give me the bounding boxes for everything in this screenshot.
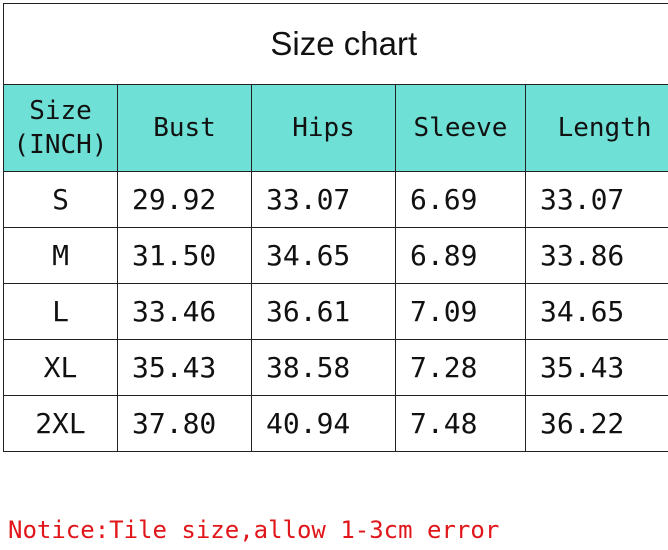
value-cell: 36.22 <box>524 395 668 452</box>
value-cell: 33.46 <box>117 283 252 340</box>
value-cell: 37.80 <box>117 395 252 452</box>
column-header: Size (INCH) <box>3 84 118 172</box>
value-cell: 29.92 <box>117 171 252 228</box>
value-cell: 7.28 <box>395 339 526 396</box>
value-cell: 40.94 <box>251 395 396 452</box>
value-cell: 35.43 <box>524 339 668 396</box>
value-cell: 6.69 <box>395 171 526 228</box>
size-cell: S <box>3 171 118 228</box>
size-cell: 2XL <box>3 395 118 452</box>
value-cell: 36.61 <box>251 283 396 340</box>
value-cell: 33.07 <box>251 171 396 228</box>
value-cell: 33.86 <box>524 227 668 284</box>
value-cell: 34.65 <box>251 227 396 284</box>
table-row: 2XL 37.80 40.94 7.48 36.22 <box>3 395 668 452</box>
value-cell: 6.89 <box>395 227 526 284</box>
size-chart-table: Size chart Size (INCH) Bust Hips Sleeve Lengt… <box>2 3 668 452</box>
value-cell: 35.43 <box>117 339 252 396</box>
column-header: Bust <box>117 84 252 172</box>
value-cell: 38.58 <box>251 339 396 396</box>
value-cell: 31.50 <box>117 227 252 284</box>
value-cell: 34.65 <box>524 283 668 340</box>
column-header: Length <box>524 84 668 172</box>
notice-text: Notice:Tile size,allow 1-3cm error <box>8 516 500 544</box>
table-row: XL 35.43 38.58 7.28 35.43 <box>3 339 668 396</box>
table-row: S 29.92 33.07 6.69 33.07 <box>3 171 668 228</box>
value-cell: 7.48 <box>395 395 526 452</box>
header-row: Size (INCH) Bust Hips Sleeve Length <box>3 84 668 172</box>
size-cell: XL <box>3 339 118 396</box>
table-row: M 31.50 34.65 6.89 33.86 <box>3 227 668 284</box>
column-header: Hips <box>251 84 396 172</box>
size-cell: M <box>3 227 118 284</box>
table-title: Size chart <box>2 3 668 85</box>
column-header: Sleeve <box>395 84 526 172</box>
size-cell: L <box>3 283 118 340</box>
value-cell: 7.09 <box>395 283 526 340</box>
table-row: L 33.46 36.61 7.09 34.65 <box>3 283 668 340</box>
value-cell: 33.07 <box>524 171 668 228</box>
